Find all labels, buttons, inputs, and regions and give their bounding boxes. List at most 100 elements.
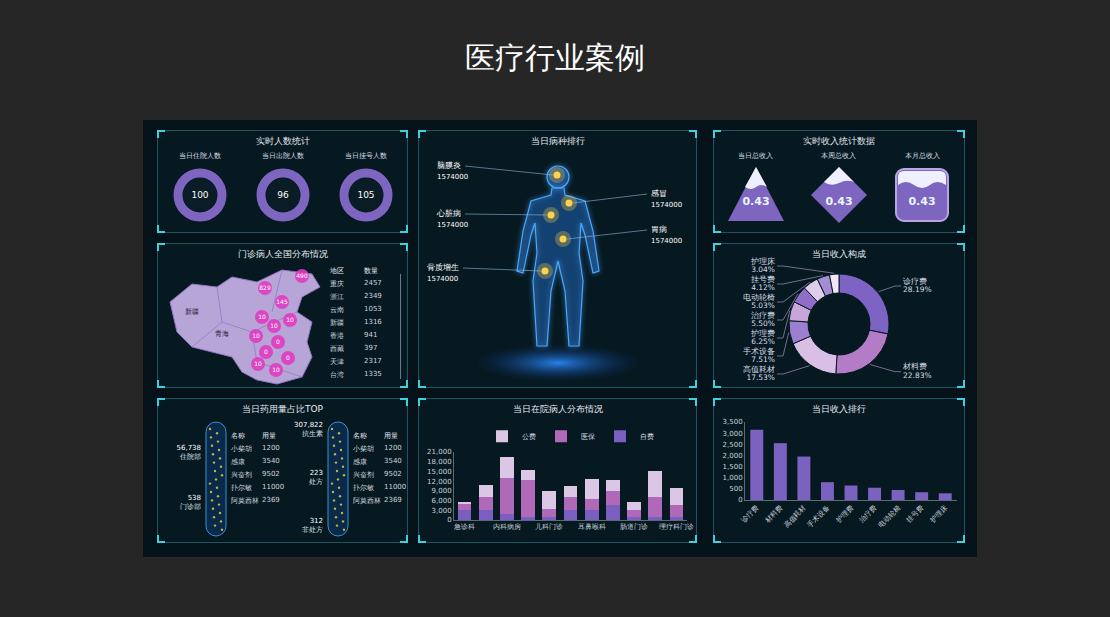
svg-text:自费: 自费 [640,433,654,441]
html-text:本周总收入: 本周总收入 [821,152,857,160]
svg-text:96: 96 [277,190,289,200]
svg-text:0.43: 0.43 [742,195,769,208]
html-text:1574000: 1574000 [651,237,683,245]
html-text:心脏病: 心脏病 [437,209,461,218]
svg-text:挂号费: 挂号费 [905,504,926,525]
html-text:当日收入排行: 当日收入排行 [812,404,866,414]
html-text:22.83%: 22.83% [903,370,932,380]
svg-text:0: 0 [738,496,742,504]
html-text:护理床: 护理床 [751,256,775,266]
svg-text:105: 105 [357,190,374,200]
svg-text:公费: 公费 [522,433,536,441]
svg-text:1,000: 1,000 [723,474,743,482]
svg-text:材料费: 材料费 [763,504,784,525]
svg-text:内科病房: 内科病房 [493,523,521,531]
html-text:17.53%: 17.53% [746,373,775,382]
html-text:护理费: 护理费 [751,328,775,338]
svg-text:3,000: 3,000 [723,430,743,438]
svg-text:10: 10 [270,322,278,329]
svg-text:耳鼻喉科: 耳鼻喉科 [578,523,606,531]
svg-text:490: 490 [296,272,308,279]
svg-text:0.43: 0.43 [909,195,936,208]
svg-text:3,500: 3,500 [723,418,743,426]
svg-text:护理费: 护理费 [834,504,855,525]
svg-text:青海: 青海 [215,330,229,338]
html-text:当日总收入: 当日总收入 [738,152,774,160]
html-text:挂号费: 挂号费 [751,274,775,284]
svg-text:0.43: 0.43 [825,195,852,208]
html-text:感冒: 感冒 [651,189,667,198]
svg-text:0: 0 [264,348,268,355]
svg-text:2,000: 2,000 [723,452,743,460]
html-text:5.03%: 5.03% [751,301,775,310]
html-text:当日收入构成: 当日收入构成 [812,249,866,259]
svg-text:10: 10 [252,332,260,339]
html-text:7.51%: 7.51% [751,355,775,364]
html-text:诊疗费: 诊疗费 [903,276,927,286]
html-text:胃病: 胃病 [651,225,667,234]
svg-text:829: 829 [259,284,271,291]
svg-text:9,000: 9,000 [432,487,452,495]
html-text:地区: 地区 [330,267,344,275]
html-text:5.50%: 5.50% [751,319,775,328]
html-text:1574000: 1574000 [651,201,683,209]
html-text:3.04%: 3.04% [751,265,775,274]
svg-text:医保: 医保 [581,433,595,441]
html-text:当日住院人数: 当日住院人数 [178,152,221,160]
svg-text:0: 0 [286,354,290,361]
svg-text:10: 10 [286,316,294,323]
html-text:1574000: 1574000 [427,275,459,283]
svg-text:儿科门诊: 儿科门诊 [535,523,563,531]
svg-text:急诊科: 急诊科 [453,523,475,531]
html-text:28.19%: 28.19% [903,285,932,294]
html-text:治疗费: 治疗费 [751,310,775,320]
html-text:重庆: 重庆 [330,280,344,288]
html-text:手术设备: 手术设备 [743,346,775,356]
html-text:实时人数统计: 实时人数统计 [255,136,310,146]
svg-text:治疗费: 治疗费 [858,504,879,525]
svg-text:0: 0 [447,516,451,524]
svg-text:1,500: 1,500 [723,463,743,471]
svg-text:理疗科门诊: 理疗科门诊 [659,523,694,531]
svg-text:10: 10 [254,360,262,367]
svg-text:肠道门诊: 肠道门诊 [620,523,648,531]
html-text:电动轮椅: 电动轮椅 [743,292,775,302]
svg-text:15,000: 15,000 [427,468,452,476]
svg-text:0: 0 [276,338,280,345]
svg-text:12,000: 12,000 [427,478,452,486]
html-text:门诊病人全国分布情况: 门诊病人全国分布情况 [237,249,328,259]
html-text:脑膜炎: 脑膜炎 [437,161,461,170]
svg-text:145: 145 [276,298,288,305]
html-text:当日药用量占比TOP: 当日药用量占比TOP [242,404,323,414]
html-text:本月总收入: 本月总收入 [904,152,940,160]
svg-text:诊疗费: 诊疗费 [740,504,761,525]
svg-text:21,000: 21,000 [427,448,452,456]
html-text:医疗行业案例: 医疗行业案例 [465,40,645,75]
html-text:4.12%: 4.12% [751,283,775,292]
html-text:1574000: 1574000 [437,173,469,181]
html-text:高值耗材: 高值耗材 [743,364,775,374]
html-text:当日挂号人数: 当日挂号人数 [344,152,387,160]
svg-text:2,500: 2,500 [723,441,743,449]
svg-text:18,000: 18,000 [427,458,452,466]
html-text:实时收入统计数据: 实时收入统计数据 [803,136,875,146]
svg-text:高值耗材: 高值耗材 [782,504,807,529]
html-text:6.25%: 6.25% [751,337,775,346]
html-text:骨质增生: 骨质增生 [427,263,459,272]
svg-text:100: 100 [191,190,208,200]
svg-text:护理床: 护理床 [928,504,949,525]
html-text:当日病种排行: 当日病种排行 [530,136,585,146]
svg-text:500: 500 [729,485,742,493]
svg-text:手术设备: 手术设备 [806,504,831,529]
svg-text:电动轮椅: 电动轮椅 [877,504,902,529]
html-text:数量: 数量 [364,267,378,275]
svg-text:3,000: 3,000 [432,507,452,515]
svg-text:6,000: 6,000 [432,497,452,505]
html-text:1574000: 1574000 [437,221,469,229]
html-text:当日在院病人分布情况: 当日在院病人分布情况 [512,404,603,414]
html-text:当日出院人数: 当日出院人数 [261,152,304,160]
svg-text:新疆: 新疆 [185,308,199,316]
svg-text:10: 10 [258,313,266,320]
html-text:材料费: 材料费 [903,362,927,372]
svg-text:10: 10 [272,366,280,373]
